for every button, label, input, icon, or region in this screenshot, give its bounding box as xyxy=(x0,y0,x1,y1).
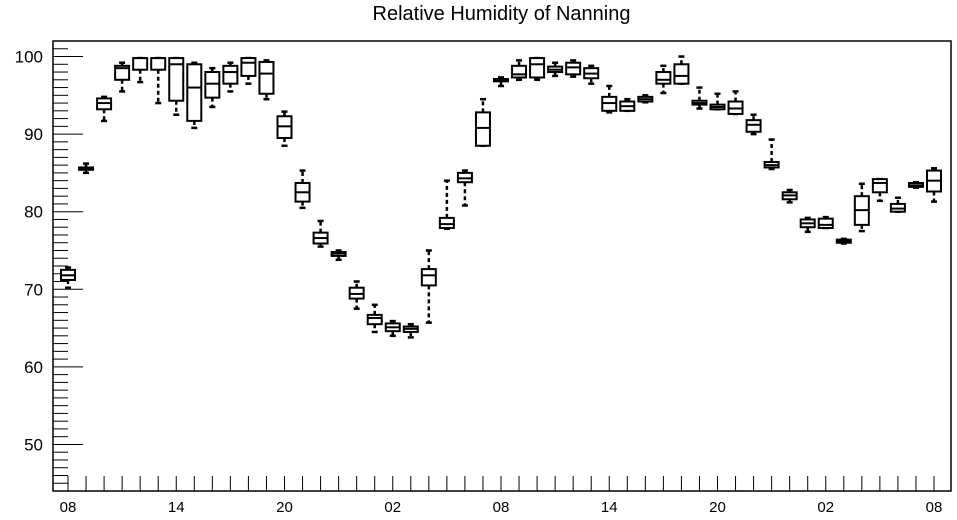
box-iqr xyxy=(240,57,257,77)
box xyxy=(889,196,906,213)
box xyxy=(402,322,419,339)
y-tick-label: 70 xyxy=(24,280,43,299)
box xyxy=(330,249,347,262)
y-tick-label: 60 xyxy=(24,358,43,377)
box xyxy=(727,90,744,116)
box xyxy=(601,84,618,114)
box xyxy=(150,56,167,105)
box-iqr xyxy=(222,64,239,85)
box xyxy=(384,319,401,338)
box xyxy=(366,303,383,334)
box xyxy=(799,216,816,234)
box xyxy=(529,56,546,82)
box-iqr xyxy=(132,57,149,71)
box-iqr xyxy=(186,63,203,122)
box-iqr xyxy=(529,57,546,79)
x-tick-label: 14 xyxy=(601,499,618,516)
box xyxy=(763,138,780,171)
x-tick-label: 08 xyxy=(493,499,510,516)
x-tick-label: 20 xyxy=(709,499,726,516)
x-axis: 08 14 20 02 08 14 20 02 08 xyxy=(60,476,943,516)
box xyxy=(456,169,473,207)
box xyxy=(96,95,113,123)
box xyxy=(709,92,726,111)
box-iqr xyxy=(114,64,131,81)
box-iqr xyxy=(673,63,690,85)
x-tick-label: 08 xyxy=(926,499,943,516)
box-iqr xyxy=(745,119,762,133)
y-tick-label: 100 xyxy=(15,48,43,67)
box xyxy=(691,86,708,110)
box xyxy=(312,219,329,248)
chart-title: Relative Humidity of Nanning xyxy=(372,3,631,25)
box-iqr xyxy=(474,111,491,147)
y-tick-label: 80 xyxy=(24,203,43,222)
box-iqr xyxy=(817,217,834,229)
box xyxy=(204,66,221,109)
box xyxy=(926,166,942,203)
y-axis: 50 60 70 80 90 100 xyxy=(15,40,83,492)
box-iqr xyxy=(420,268,437,287)
box xyxy=(114,61,131,93)
box xyxy=(78,162,95,175)
x-tick-label: 02 xyxy=(384,499,401,516)
box xyxy=(186,61,203,130)
x-tick-label: 08 xyxy=(60,499,77,516)
box xyxy=(565,59,582,78)
x-tick-label: 14 xyxy=(168,499,185,516)
box xyxy=(240,56,257,85)
box xyxy=(745,113,762,136)
box xyxy=(474,97,491,147)
box xyxy=(583,64,600,85)
box xyxy=(420,249,437,324)
box-iqr xyxy=(150,57,167,71)
y-tick-label: 50 xyxy=(24,435,43,454)
box xyxy=(438,179,455,231)
box xyxy=(132,56,149,84)
box xyxy=(655,64,672,95)
box xyxy=(348,280,365,310)
x-tick-label: 02 xyxy=(817,499,834,516)
box-iqr xyxy=(258,60,275,95)
box xyxy=(493,76,509,88)
box xyxy=(511,59,528,82)
box-iqr xyxy=(168,57,185,102)
box xyxy=(637,94,654,104)
box-iqr xyxy=(565,61,582,76)
y-tick-label: 90 xyxy=(24,125,43,144)
box xyxy=(276,110,293,147)
box-iqr xyxy=(204,71,221,99)
box-iqr xyxy=(438,216,455,229)
box xyxy=(547,61,564,78)
box-iqr xyxy=(366,313,383,326)
box xyxy=(781,188,798,204)
box xyxy=(222,61,239,93)
box xyxy=(168,56,185,116)
box xyxy=(60,266,76,289)
box xyxy=(853,182,870,233)
box-iqr xyxy=(511,64,528,79)
box-iqr xyxy=(655,71,672,85)
box xyxy=(258,59,275,101)
box xyxy=(835,237,852,245)
box xyxy=(817,215,834,230)
box xyxy=(907,180,924,189)
box xyxy=(871,177,888,203)
box xyxy=(294,169,311,210)
box-iqr xyxy=(871,178,888,194)
box xyxy=(673,55,690,85)
x-tick-label: 20 xyxy=(276,499,293,516)
box-series xyxy=(60,55,942,339)
box xyxy=(619,97,636,113)
